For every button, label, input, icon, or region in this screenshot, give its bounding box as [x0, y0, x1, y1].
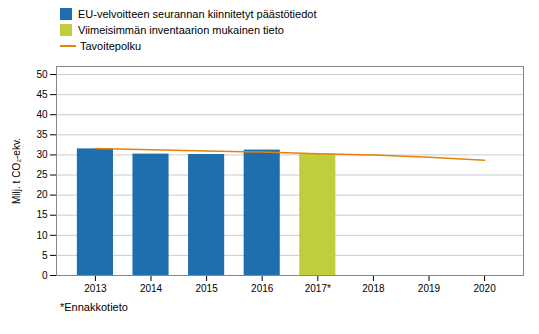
svg-text:15: 15: [36, 209, 48, 220]
svg-text:35: 35: [36, 129, 48, 140]
html-text:EU-velvoitteen seurannan kiinn: EU-velvoitteen seurannan kiinnitetyt pää…: [78, 8, 317, 20]
svg-text:20: 20: [36, 189, 48, 200]
svg-text:45: 45: [36, 89, 48, 100]
svg-text:2020: 2020: [473, 283, 496, 294]
html-text:Tavoitepolku: Tavoitepolku: [80, 40, 142, 52]
svg-text:5: 5: [42, 250, 48, 261]
svg-text:2016: 2016: [251, 283, 274, 294]
svg-text:40: 40: [36, 109, 48, 120]
svg-text:30: 30: [36, 149, 48, 160]
svg-text:2018: 2018: [362, 283, 385, 294]
html-text:Viimeisimmän inventaarion muka: Viimeisimmän inventaarion mukainen tieto: [78, 24, 284, 36]
svg-text:25: 25: [36, 169, 48, 180]
svg-text:2019: 2019: [418, 283, 441, 294]
svg-text:2013: 2013: [84, 283, 107, 294]
svg-text:2014: 2014: [140, 283, 163, 294]
svg-text:2017*: 2017*: [305, 283, 331, 294]
svg-text:2015: 2015: [195, 283, 218, 294]
svg-text:Milj. t CO₂-ekv.: Milj. t CO₂-ekv.: [11, 138, 22, 204]
svg-text:0: 0: [42, 270, 48, 281]
svg-text:10: 10: [36, 230, 48, 241]
html-text:*Ennakkotieto: *Ennakkotieto: [60, 301, 128, 313]
svg-text:50: 50: [36, 69, 48, 80]
